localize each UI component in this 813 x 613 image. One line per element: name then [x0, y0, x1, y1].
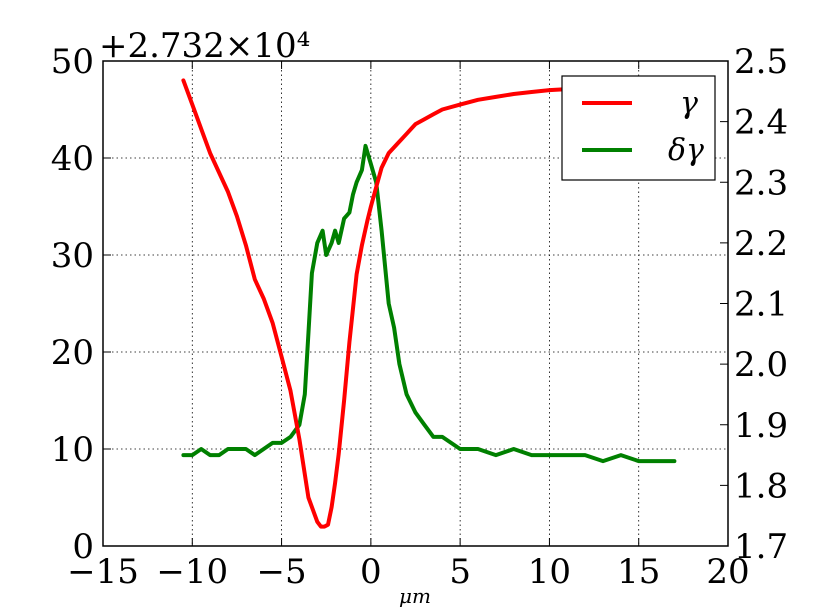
y2-tick-label: 2.5	[734, 42, 788, 82]
x-tick-label: −10	[156, 552, 228, 592]
legend: γ δγ	[561, 75, 716, 181]
y2-tick-label: 2.4	[734, 103, 788, 143]
legend-label-delta-gamma: δγ	[668, 133, 704, 168]
x-axis-label: μm	[399, 584, 431, 608]
y2-tick-label: 1.7	[734, 527, 788, 567]
x-tick-label: 0	[360, 552, 382, 592]
series-layer	[181, 78, 677, 529]
axis-ticks	[102, 60, 729, 547]
y-offset-label: +2.732×10⁴	[99, 26, 310, 66]
y2-tick-label: 1.8	[734, 466, 788, 506]
x-tick-label: −5	[257, 552, 307, 592]
x-tick-label: 20	[706, 552, 749, 592]
x-tick-label: 5	[449, 552, 471, 592]
y2-tick-label: 2.1	[734, 285, 788, 325]
tick-labels: −15 −10 −5 0 5 10 15 20 0 10 20 30 40 50 1.7 1.8 1.9 2.0 2…	[51, 42, 788, 592]
series-line-gamma	[181, 78, 605, 529]
y-tick-label: 40	[51, 139, 94, 179]
y2-tick-label: 2.3	[734, 163, 788, 203]
y-tick-label: 0	[72, 527, 94, 567]
grid	[103, 61, 728, 546]
y2-tick-label: 2.0	[734, 345, 788, 385]
x-tick-label: 15	[617, 552, 660, 592]
y2-tick-label: 2.2	[734, 224, 788, 264]
x-tick-label: −15	[67, 552, 139, 592]
x-tick-label: 10	[528, 552, 571, 592]
y2-tick-label: 1.9	[734, 406, 788, 446]
y-tick-label: 10	[51, 430, 94, 470]
y-tick-label: 30	[51, 236, 94, 276]
y-tick-label: 20	[51, 333, 94, 373]
y-tick-label: 50	[51, 42, 94, 82]
series-line-delta-gamma	[181, 143, 677, 464]
legend-box	[561, 75, 716, 181]
legend-label-gamma: γ	[680, 86, 698, 121]
